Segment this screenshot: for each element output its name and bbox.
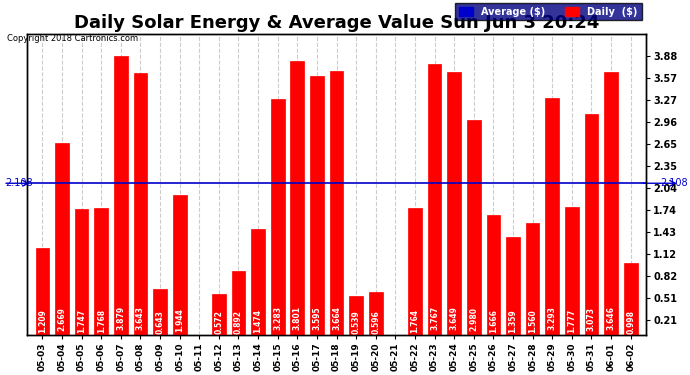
Text: 3.801: 3.801 [293, 306, 302, 330]
Text: 3.879: 3.879 [117, 305, 126, 330]
Bar [486, 215, 500, 335]
Text: 1.944: 1.944 [175, 309, 184, 332]
Text: 3.646: 3.646 [607, 306, 615, 330]
Bar [114, 56, 128, 335]
Text: 1.777: 1.777 [567, 308, 576, 333]
Text: 2.669: 2.669 [57, 308, 66, 331]
Text: 1.209: 1.209 [38, 309, 47, 333]
Text: 1.666: 1.666 [489, 309, 498, 333]
Text: 0.643: 0.643 [155, 310, 164, 334]
Bar [95, 208, 108, 335]
Bar [212, 294, 226, 335]
Text: 2.108: 2.108 [660, 178, 688, 188]
Text: 1.359: 1.359 [509, 309, 518, 333]
Text: 1.768: 1.768 [97, 309, 106, 333]
Title: Daily Solar Energy & Average Value Sun Jun 3 20:24: Daily Solar Energy & Average Value Sun J… [74, 14, 599, 32]
Bar [624, 263, 638, 335]
Bar [36, 248, 49, 335]
Text: 0.596: 0.596 [371, 310, 380, 334]
Text: 0.539: 0.539 [352, 310, 361, 334]
Bar [75, 209, 88, 335]
Text: 1.747: 1.747 [77, 309, 86, 333]
Text: 3.073: 3.073 [587, 307, 596, 331]
Bar [369, 292, 383, 335]
Bar [349, 296, 363, 335]
Bar [251, 229, 265, 335]
Bar [55, 143, 69, 335]
Bar [330, 71, 344, 335]
Legend: Average ($), Daily  ($): Average ($), Daily ($) [455, 3, 642, 21]
Text: Copyright 2018 Cartronics.com: Copyright 2018 Cartronics.com [7, 34, 138, 43]
Text: 3.595: 3.595 [313, 306, 322, 330]
Bar [467, 120, 481, 335]
Bar [172, 195, 186, 335]
Text: 1.474: 1.474 [254, 309, 263, 333]
Text: 1.560: 1.560 [528, 309, 537, 333]
Text: 3.293: 3.293 [548, 306, 557, 330]
Text: 3.283: 3.283 [273, 306, 282, 330]
Bar [506, 237, 520, 335]
Bar [134, 73, 147, 335]
Bar [584, 114, 598, 335]
Text: 2.108: 2.108 [5, 178, 32, 188]
Bar [604, 72, 618, 335]
Text: 2.980: 2.980 [469, 307, 478, 331]
Text: 0.892: 0.892 [234, 310, 243, 334]
Bar [447, 72, 461, 335]
Text: 3.643: 3.643 [136, 306, 145, 330]
Text: 3.767: 3.767 [430, 306, 439, 330]
Text: 0.998: 0.998 [627, 310, 635, 334]
Bar [310, 76, 324, 335]
Bar [408, 208, 422, 335]
Text: 0.572: 0.572 [215, 310, 224, 334]
Bar [232, 271, 246, 335]
Bar [271, 99, 284, 335]
Bar [428, 64, 442, 335]
Bar [153, 289, 167, 335]
Text: 1.764: 1.764 [411, 309, 420, 333]
Bar [565, 207, 579, 335]
Text: 3.664: 3.664 [332, 306, 341, 330]
Bar [290, 61, 304, 335]
Bar [545, 98, 559, 335]
Bar [526, 223, 540, 335]
Text: 3.649: 3.649 [450, 306, 459, 330]
